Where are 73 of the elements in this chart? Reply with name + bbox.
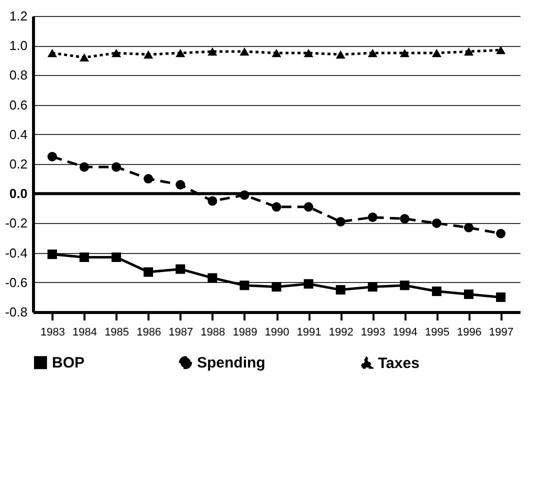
y-tick-label: -0.6 <box>5 274 28 290</box>
point <box>144 50 154 59</box>
point <box>400 214 410 224</box>
point <box>400 48 410 58</box>
point <box>432 218 442 228</box>
y-tick-label: 0.2 <box>9 156 28 172</box>
y-tick-label: 0.4 <box>9 126 28 142</box>
point <box>176 264 186 274</box>
point <box>47 250 57 260</box>
point <box>208 47 218 56</box>
x-tick-label: 1985 <box>104 326 130 338</box>
x-tick-label: 1992 <box>328 326 354 338</box>
point <box>304 202 314 212</box>
point <box>80 162 90 172</box>
legend-label: Spending <box>197 354 266 372</box>
x-tick-label: 1995 <box>424 326 450 338</box>
x-tick-label: 1996 <box>456 326 482 338</box>
x-tick-label: 1989 <box>232 326 258 338</box>
y-tick-label: -0.4 <box>5 245 28 260</box>
y-tick-label: 0.0 <box>9 186 28 202</box>
point <box>144 174 154 184</box>
point <box>176 48 186 58</box>
point <box>47 48 57 58</box>
point <box>432 286 442 296</box>
point <box>368 282 378 292</box>
point <box>368 48 378 58</box>
point <box>496 228 506 238</box>
point <box>176 180 186 190</box>
point <box>208 196 218 206</box>
point <box>272 282 282 292</box>
x-tick-label: 1988 <box>200 326 226 338</box>
y-tick-label: 0.6 <box>9 97 28 112</box>
y-tick-label: 1.2 <box>9 8 28 24</box>
point <box>336 216 346 226</box>
point <box>240 47 250 56</box>
point <box>112 48 122 58</box>
x-tick-label: 1993 <box>360 326 386 338</box>
point <box>432 48 442 58</box>
y-tick-label: -0.2 <box>5 216 28 231</box>
x-tick-label: 1986 <box>136 326 162 338</box>
point <box>336 50 346 59</box>
x-tick-label: 1997 <box>489 326 514 338</box>
x-tick-label: 1987 <box>168 326 194 338</box>
legend-label: Taxes <box>378 354 420 372</box>
point <box>496 292 506 302</box>
point <box>80 53 90 62</box>
point <box>80 252 90 262</box>
point <box>496 46 506 54</box>
point <box>47 152 57 162</box>
point <box>272 48 282 58</box>
y-tick-label: 1.0 <box>9 38 28 54</box>
legend-label: BOP <box>52 354 85 372</box>
point <box>304 279 314 289</box>
point <box>208 273 218 283</box>
x-tick-label: 1984 <box>72 326 98 338</box>
y-tick-label: 0.8 <box>9 68 28 83</box>
y-tick-label: -0.8 <box>5 304 28 320</box>
x-tick-label: 1983 <box>40 326 65 338</box>
point <box>400 280 410 290</box>
point <box>112 252 122 262</box>
point <box>368 212 378 222</box>
point <box>112 162 122 172</box>
point <box>272 202 282 212</box>
point <box>240 280 250 290</box>
point <box>464 47 474 56</box>
point <box>144 267 154 277</box>
x-tick-label: 1990 <box>264 326 290 338</box>
point <box>304 48 314 58</box>
x-tick-label: 1991 <box>296 326 322 338</box>
point <box>464 222 474 232</box>
point <box>336 285 346 295</box>
point <box>464 289 474 299</box>
x-tick-label: 1994 <box>392 326 418 338</box>
